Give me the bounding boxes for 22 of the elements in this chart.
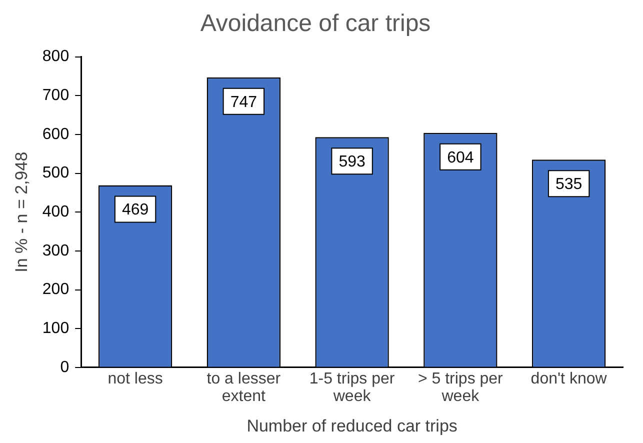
x-tick-label: don't know bbox=[530, 370, 608, 388]
y-tick-label: 600 bbox=[42, 126, 70, 143]
x-axis-title: Number of reduced car trips bbox=[246, 416, 458, 436]
data-label: 469 bbox=[122, 202, 149, 219]
y-tick-label: 500 bbox=[42, 164, 70, 182]
x-tick-label: not less bbox=[108, 370, 163, 388]
data-label: 604 bbox=[447, 149, 474, 166]
y-tick-label: 800 bbox=[42, 48, 70, 66]
y-tick-label: 400 bbox=[42, 204, 70, 221]
data-label: 535 bbox=[555, 176, 582, 194]
data-label: 747 bbox=[230, 94, 258, 111]
y-tick-label: 300 bbox=[42, 242, 70, 260]
y-tick-label: 0 bbox=[60, 358, 70, 376]
y-tick-label: 100 bbox=[42, 320, 70, 337]
data-label: 593 bbox=[338, 154, 366, 171]
y-axis-title: In % - n = 2,948 bbox=[12, 152, 31, 272]
x-tick-label: 1-5 trips per week bbox=[309, 370, 396, 406]
y-tick-label: 200 bbox=[42, 281, 70, 298]
x-tick-label: to a lesser extent bbox=[206, 370, 282, 406]
y-tick-label: 700 bbox=[42, 87, 70, 104]
x-tick-label: > 5 trips per week bbox=[418, 370, 504, 406]
chart-title: Avoidance of car trips bbox=[200, 10, 431, 38]
